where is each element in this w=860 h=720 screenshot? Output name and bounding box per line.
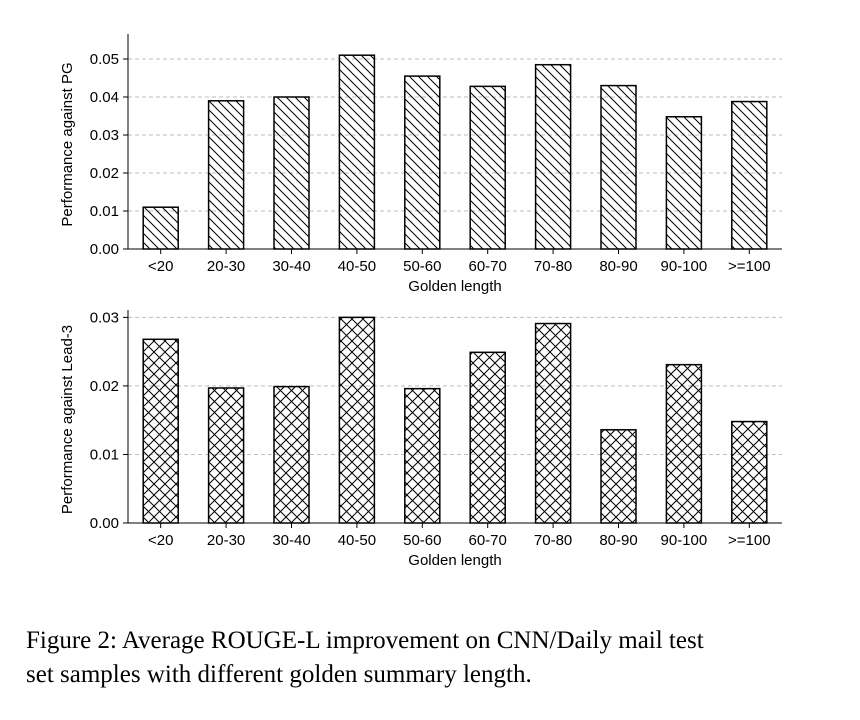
bar <box>731 420 768 524</box>
bar <box>600 84 637 250</box>
x-axis-label: Golden length <box>408 552 501 569</box>
chart-top: 0.00 0.01 0.02 0.03 0.04 0.05 <20 20-30 30-40 40-… <box>59 34 782 295</box>
caption-line-1: Figure 2: Average ROUGE-L improvement on… <box>26 627 704 654</box>
x-tick-label: 50-60 <box>403 258 441 275</box>
x-tick-label: 80-90 <box>599 258 637 275</box>
y-tick-label: 0.00 <box>90 241 119 258</box>
x-tick-label: 90-100 <box>661 532 708 549</box>
bar <box>469 351 506 524</box>
x-tick-label: <20 <box>148 258 173 275</box>
bar <box>600 429 637 524</box>
y-axis-label: Performance against PG <box>59 62 76 226</box>
x-tick-label: 20-30 <box>207 532 245 549</box>
bar <box>665 363 703 524</box>
x-tick-label: 30-40 <box>272 258 310 275</box>
x-tick-label: 40-50 <box>338 532 376 549</box>
bar <box>338 316 376 524</box>
bar <box>404 387 441 524</box>
x-tick-label: >=100 <box>728 532 771 549</box>
x-tick-label: 40-50 <box>338 258 376 275</box>
bar <box>207 387 245 524</box>
x-axis-label: Golden length <box>408 278 501 295</box>
bar <box>273 96 310 250</box>
y-tick-label: 0.05 <box>90 51 119 68</box>
y-tick-label: 0.03 <box>90 309 119 326</box>
bar <box>142 338 179 524</box>
y-tick-label: 0.01 <box>90 203 119 220</box>
bar <box>469 85 506 250</box>
x-tick-label: 70-80 <box>534 532 572 549</box>
bar <box>273 385 310 524</box>
bar <box>534 63 572 250</box>
y-tick-label: 0.04 <box>90 89 119 106</box>
y-tick-label: 0.03 <box>90 127 119 144</box>
bar <box>207 100 245 250</box>
x-tick-label: 20-30 <box>207 258 245 275</box>
y-tick-label: 0.02 <box>90 165 119 182</box>
figure-caption: Figure 2: Average ROUGE-L improvement on… <box>26 624 846 692</box>
bar <box>142 206 179 250</box>
x-tick-label: 60-70 <box>469 258 507 275</box>
y-tick-label: 0.01 <box>90 446 119 463</box>
x-tick-label: >=100 <box>728 258 771 275</box>
bar <box>534 322 572 524</box>
chart-bottom: 0.00 0.01 0.02 0.03 <20 20-30 30-40 40-50 50-60 6… <box>59 309 782 569</box>
bar <box>665 116 703 250</box>
x-tick-label: 80-90 <box>599 532 637 549</box>
x-tick-label: 90-100 <box>661 258 708 275</box>
x-tick-label: <20 <box>148 532 173 549</box>
y-tick-label: 0.02 <box>90 378 119 395</box>
x-tick-label: 30-40 <box>272 532 310 549</box>
bar <box>404 75 441 250</box>
caption-line-2: set samples with different golden summar… <box>26 661 532 688</box>
x-tick-label: 50-60 <box>403 532 441 549</box>
bar <box>731 100 768 250</box>
x-tick-label: 60-70 <box>469 532 507 549</box>
x-tick-label: 70-80 <box>534 258 572 275</box>
y-tick-label: 0.00 <box>90 515 119 532</box>
figure: 0.00 0.01 0.02 0.03 0.04 0.05 <20 20-30 30-40 40-… <box>59 34 782 569</box>
y-axis-label: Performance against Lead-3 <box>59 325 76 514</box>
bar <box>338 54 376 250</box>
